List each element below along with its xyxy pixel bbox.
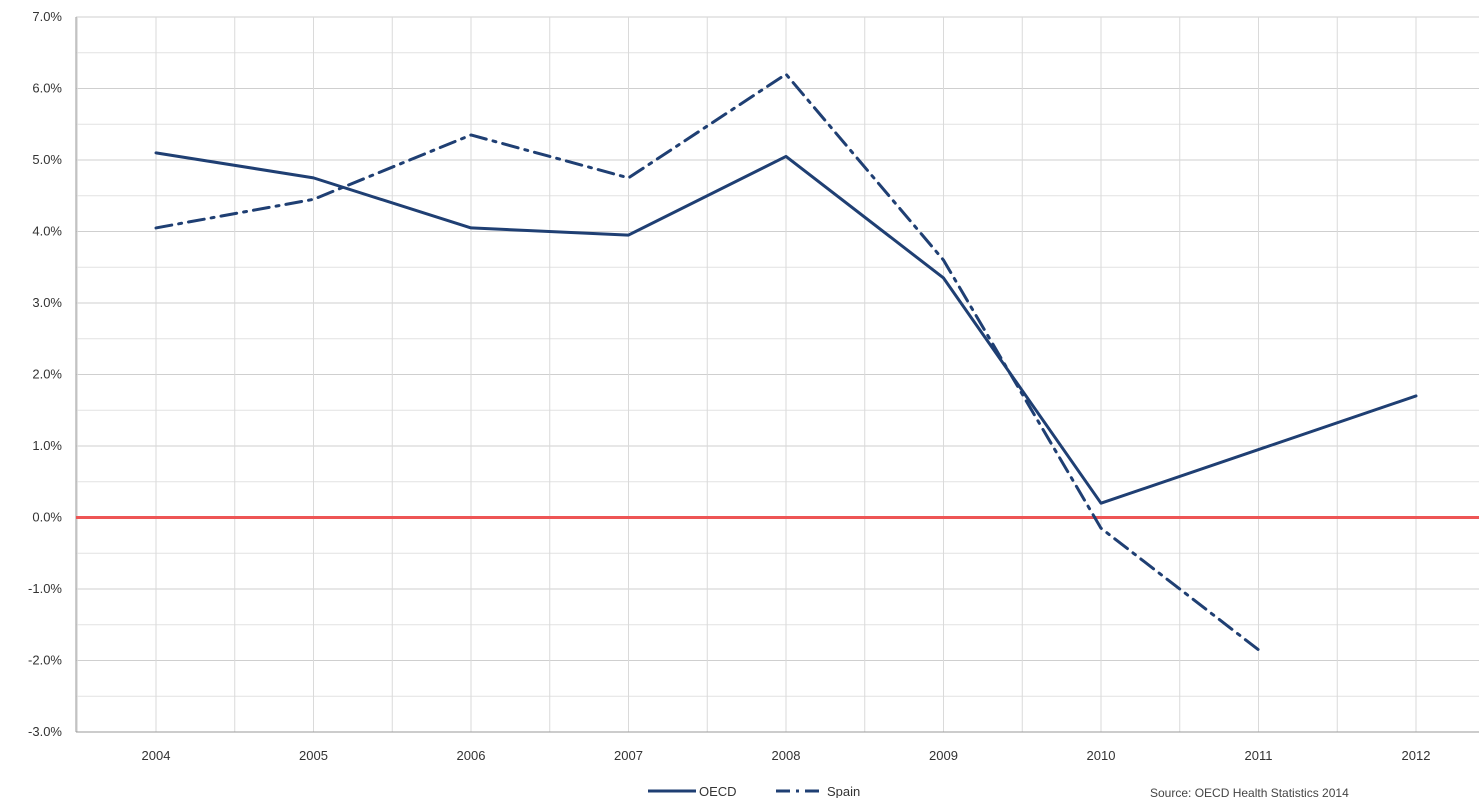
x-tick-label: 2004 [142,748,171,763]
y-tick-label: 7.0% [32,9,62,24]
y-tick-label: 2.0% [32,367,62,382]
y-tick-label: -1.0% [28,581,62,596]
x-tick-label: 2012 [1402,748,1431,763]
series-lines [154,72,1418,652]
series-line-oecd [154,151,1418,505]
x-tick-label: 2010 [1087,748,1116,763]
source-note: Source: OECD Health Statistics 2014 [1150,786,1349,798]
series-line-spain [154,72,1260,652]
y-tick-label: 5.0% [32,152,62,167]
y-axis-tick-labels: 7.0% 6.0% 5.0% 4.0% 3.0% 2.0% 1.0% 0.0% -1.0% -2.… [28,9,62,739]
x-tick-label: 2008 [772,748,801,763]
y-tick-label: 4.0% [32,224,62,239]
axes [75,17,1479,733]
x-tick-label: 2006 [457,748,486,763]
x-tick-label: 2007 [614,748,643,763]
x-tick-label: 2009 [929,748,958,763]
y-tick-label: 1.0% [32,438,62,453]
grid-lines [76,16,1479,733]
y-tick-label: 3.0% [32,295,62,310]
y-tick-label: 6.0% [32,81,62,96]
x-axis-tick-labels: 2004 2005 2006 2007 2008 2009 2010 2011 2012 [142,748,1431,763]
legend-label-oecd: OECD [699,784,737,798]
legend-label-spain: Spain [827,784,860,798]
y-tick-label: -3.0% [28,724,62,739]
legend: OECD Spain [648,784,860,798]
x-tick-label: 2011 [1245,748,1273,763]
y-tick-label: 0.0% [32,510,62,525]
y-tick-label: -2.0% [28,653,62,668]
x-tick-label: 2005 [299,748,328,763]
